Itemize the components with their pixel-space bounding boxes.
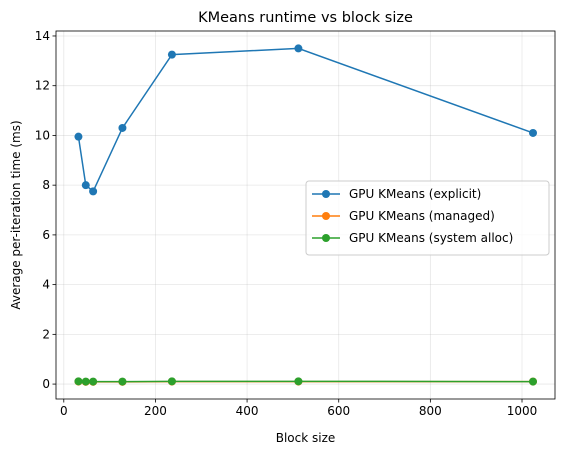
x-tick-label: 200 — [144, 404, 167, 418]
legend-marker — [322, 212, 330, 220]
legend-item: GPU KMeans (system alloc) — [312, 231, 513, 245]
x-tick-label: 1000 — [507, 404, 538, 418]
data-point — [81, 377, 90, 386]
y-axis-label: Average per-iteration time (ms) — [9, 120, 23, 309]
data-point — [167, 377, 176, 386]
y-tick-label: 0 — [42, 377, 50, 391]
legend-label: GPU KMeans (explicit) — [349, 187, 481, 201]
legend: GPU KMeans (explicit) GPU KMeans (managed… — [305, 180, 550, 256]
x-tick-label: 800 — [419, 404, 442, 418]
data-point — [167, 50, 176, 59]
series-line — [77, 47, 534, 193]
data-point — [529, 377, 538, 386]
x-tick-label: 400 — [236, 404, 259, 418]
data-point — [81, 181, 90, 190]
legend-item: GPU KMeans (managed) — [312, 209, 495, 223]
data-point — [118, 377, 127, 386]
legend-item: GPU KMeans (explicit) — [312, 187, 481, 201]
y-tick-label: 2 — [42, 327, 50, 341]
series-3 — [74, 377, 538, 386]
y-tick-label: 14 — [35, 29, 50, 43]
y-tick-label: 10 — [35, 128, 50, 142]
data-point — [74, 377, 83, 386]
x-axis-label: Block size — [276, 431, 336, 445]
data-point — [529, 128, 538, 137]
data-point — [89, 377, 98, 386]
ticks: 0 200 400 600 800 1000 0 2 4 6 8 10 12 14 — [35, 29, 538, 418]
series-layer — [74, 44, 538, 386]
legend-label: GPU KMeans (system alloc) — [349, 231, 513, 245]
y-tick-label: 6 — [42, 228, 50, 242]
data-point — [294, 377, 303, 386]
x-tick-label: 0 — [60, 404, 68, 418]
plot-frame — [55, 30, 556, 400]
y-tick-label: 12 — [35, 79, 50, 93]
legend-marker — [322, 190, 330, 198]
data-point — [89, 187, 98, 196]
data-point — [294, 44, 303, 53]
data-point — [118, 123, 127, 132]
legend-box — [305, 180, 550, 256]
legend-marker — [322, 234, 330, 242]
series-1 — [74, 44, 538, 196]
x-tick-label: 600 — [327, 404, 350, 418]
chart-title: KMeans runtime vs block size — [198, 10, 413, 26]
y-tick-label: 8 — [42, 178, 50, 192]
y-tick-label: 4 — [42, 278, 50, 292]
data-point — [74, 132, 83, 141]
legend-label: GPU KMeans (managed) — [349, 209, 495, 223]
